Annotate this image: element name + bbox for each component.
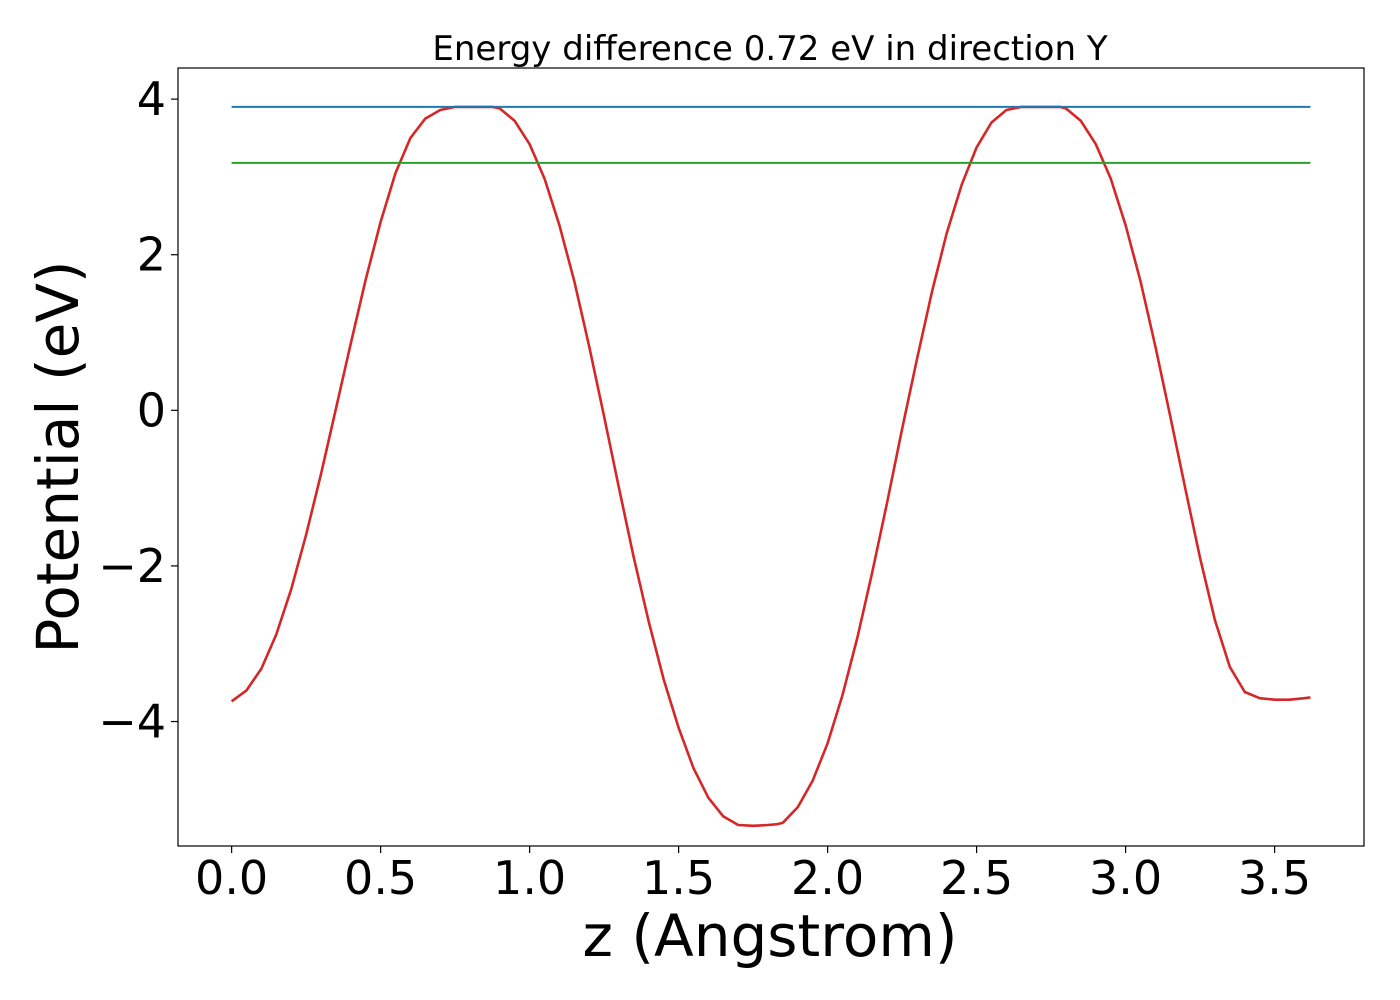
series-line-0: [230, 105, 1311, 828]
x-tick-label: 3.5: [1238, 851, 1311, 905]
y-tick-label: −4: [98, 695, 166, 749]
y-tick-label: 2: [137, 228, 166, 282]
x-tick-label: 0.5: [344, 851, 417, 905]
x-tick-label: 2.5: [940, 851, 1013, 905]
y-tick-label: 4: [137, 72, 166, 126]
x-tick-label: 0.0: [195, 851, 268, 905]
series-layer: [230, 105, 1311, 828]
y-axis-label: Potential (eV): [24, 260, 92, 653]
y-tick-label: 0: [137, 383, 166, 437]
x-tick-label: 3.0: [1089, 851, 1162, 905]
y-tick-label: −2: [98, 539, 166, 593]
y-axis-ticks: −4 −2 0 2 4: [98, 72, 178, 749]
x-tick-label: 1.5: [642, 851, 715, 905]
x-tick-label: 2.0: [791, 851, 864, 905]
x-axis-ticks: 0.0 0.5 1.0 1.5 2.0 2.5 3.0 3.5: [195, 846, 1311, 905]
plot-area-frame: [177, 67, 1365, 847]
x-axis-label: z (Angstrom): [583, 902, 958, 970]
x-tick-label: 1.0: [493, 851, 566, 905]
chart-title: Energy difference 0.72 eV in direction Y: [432, 29, 1107, 69]
